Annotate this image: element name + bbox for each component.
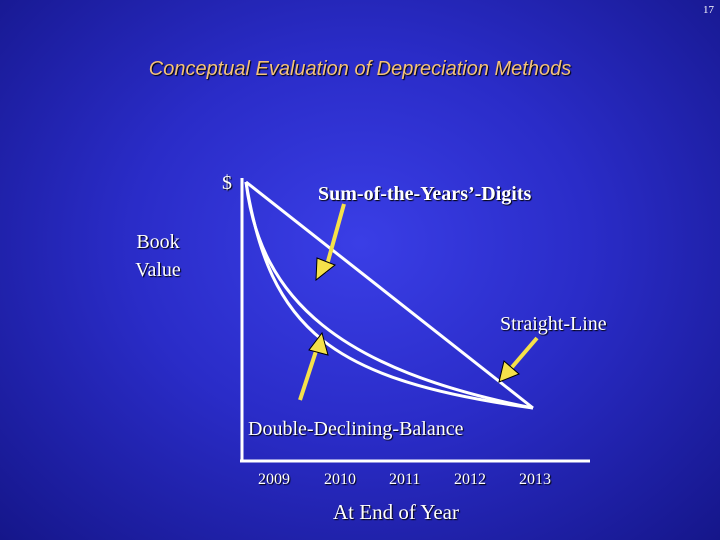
year-tick-label: 2013 (519, 471, 551, 488)
year-tick-label: 2011 (389, 471, 421, 488)
x-axis-label: At End of Year (333, 500, 459, 524)
year-tick-label: 2009 (258, 471, 290, 488)
label-straight-line: Straight-Line (500, 313, 607, 335)
slide-title: Conceptual Evaluation of Depreciation Me… (148, 58, 572, 80)
arrow-straight-line (498, 336, 539, 383)
label-double-declining-balance: Double-Declining-Balance (248, 418, 464, 440)
label-sum-of-years-digits: Sum-of-the-Years’-Digits (318, 183, 532, 205)
straight-line-curve (245, 180, 534, 410)
arrow-sum-of-years-digits (315, 203, 346, 282)
y-axis-symbol: $ (222, 172, 232, 194)
page-number: 17 (703, 4, 714, 16)
y-axis-label: Book Value (135, 231, 181, 281)
arrow-double-declining-balance (298, 331, 329, 401)
year-tick-label: 2010 (324, 471, 356, 488)
year-tick-label: 2012 (454, 471, 486, 488)
